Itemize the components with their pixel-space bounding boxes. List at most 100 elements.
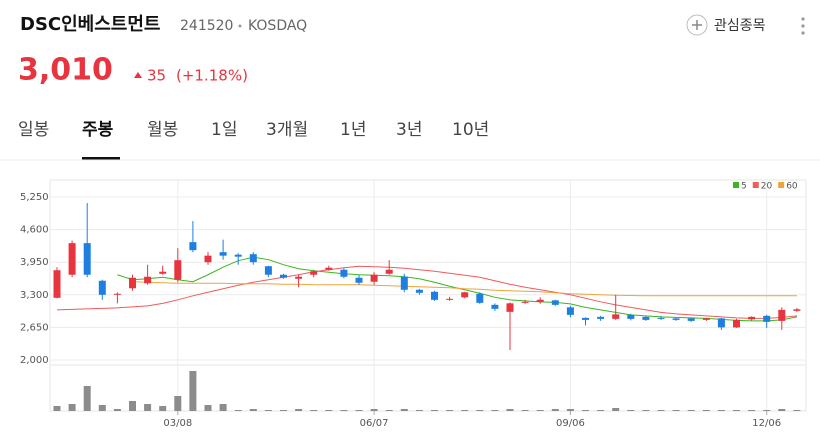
- volume-bar: [793, 410, 801, 411]
- candle-body: [566, 307, 574, 315]
- candle-body: [53, 270, 61, 298]
- candle-body: [219, 252, 227, 256]
- ma-line: [117, 256, 797, 322]
- volume-bar: [521, 410, 529, 411]
- dot: [801, 17, 805, 21]
- candle-body: [702, 318, 710, 320]
- candle-body: [793, 309, 801, 311]
- volume-bar: [385, 410, 393, 411]
- volume-bar: [280, 410, 287, 411]
- candle-body: [264, 266, 272, 275]
- stock-name: DSC인베스트먼트: [20, 14, 160, 35]
- candle-body: [431, 291, 438, 300]
- candle-body: [325, 267, 333, 270]
- tab[interactable]: 1년: [340, 120, 366, 140]
- volume-bar: [491, 410, 499, 411]
- candle-body: [129, 277, 136, 289]
- legend-label: 60: [786, 182, 798, 192]
- ma-line: [56, 265, 797, 319]
- volume-bar: [129, 401, 136, 411]
- tab[interactable]: 10년: [452, 120, 489, 140]
- volume-bar: [582, 410, 589, 411]
- candle-body: [249, 254, 257, 263]
- watch-label[interactable]: 관심종목: [714, 18, 766, 34]
- volume-bar: [642, 410, 650, 411]
- candle-body: [340, 269, 348, 277]
- tab[interactable]: 3년: [396, 120, 422, 140]
- legend-swatch: [733, 182, 739, 188]
- y-tick-label: 2,000: [20, 355, 49, 366]
- legend-swatch: [752, 182, 759, 188]
- volume-bar: [355, 410, 363, 411]
- candle-body: [159, 271, 167, 274]
- candle-body: [536, 299, 544, 302]
- tab[interactable]: 3개월: [266, 120, 308, 140]
- volume-bar: [159, 406, 167, 411]
- volume-bar: [310, 410, 318, 411]
- candle-body: [672, 318, 680, 320]
- candle-body: [174, 260, 182, 280]
- volume-bar: [672, 410, 680, 411]
- candle-body: [370, 274, 378, 282]
- candle-body: [582, 317, 589, 320]
- dot: [801, 31, 805, 35]
- volume-bar: [612, 408, 620, 411]
- candle-body: [763, 315, 771, 322]
- candle-body: [657, 317, 665, 319]
- candle-body: [717, 318, 725, 328]
- x-tick-label: 06/07: [360, 418, 389, 429]
- candle-body: [189, 242, 197, 251]
- volume-bar: [98, 405, 106, 411]
- candle-body: [461, 292, 469, 298]
- candle-body: [385, 269, 393, 274]
- candle-body: [491, 304, 499, 309]
- volume-bar: [264, 410, 272, 411]
- volume-bar: [551, 409, 559, 411]
- candle-body: [642, 316, 650, 320]
- tab[interactable]: 월봉: [147, 120, 178, 140]
- change-percent: (+1.18%): [176, 67, 248, 85]
- volume-bar: [204, 405, 212, 411]
- volume-bar: [234, 410, 242, 411]
- volume-bar: [627, 410, 635, 411]
- candle-body: [400, 276, 408, 290]
- candle-body: [68, 243, 76, 275]
- candle-body: [627, 314, 635, 319]
- volume-bar: [174, 396, 182, 411]
- candle-body: [748, 316, 756, 320]
- candle-body: [597, 316, 605, 319]
- candle-body: [415, 289, 423, 293]
- candle-body: [98, 280, 106, 295]
- candle-body: [204, 255, 212, 263]
- volume-bar: [189, 371, 197, 411]
- watch-button[interactable]: 관심종목: [686, 14, 766, 36]
- candle-body: [551, 300, 559, 305]
- candle-body: [733, 319, 740, 328]
- candle-body: [778, 309, 786, 321]
- candle-body: [234, 254, 242, 257]
- tab[interactable]: 주봉: [82, 120, 114, 140]
- volume-bar: [506, 409, 514, 411]
- candle-body: [144, 276, 152, 284]
- volume-bar: [68, 404, 76, 411]
- candle-body: [612, 314, 620, 319]
- y-tick-label: 4,600: [20, 225, 49, 236]
- volume-bar: [763, 410, 771, 411]
- legend-label: 20: [761, 182, 773, 192]
- volume-bar: [446, 410, 454, 411]
- ma-line: [132, 281, 797, 297]
- volume-bar: [400, 409, 408, 411]
- candle-body: [687, 318, 695, 321]
- candle-body: [83, 243, 91, 275]
- y-tick-label: 5,250: [20, 192, 49, 203]
- tab[interactable]: 1일: [211, 120, 237, 140]
- tab-underline: [82, 157, 120, 160]
- plot-frame: [49, 179, 807, 412]
- y-tick-label: 3,300: [20, 290, 49, 301]
- volume-bar: [461, 410, 469, 411]
- candle-body: [280, 274, 287, 278]
- tab[interactable]: 일봉: [18, 120, 49, 140]
- x-tick-label: 12/06: [752, 418, 781, 429]
- more-menu[interactable]: [801, 17, 805, 35]
